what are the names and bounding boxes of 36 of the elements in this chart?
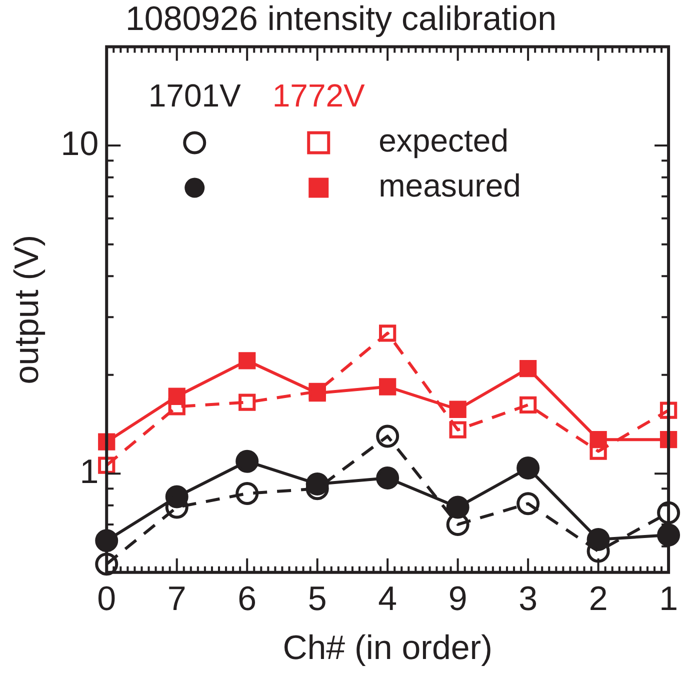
legend-label: measured bbox=[378, 168, 521, 204]
x-tick-label: 9 bbox=[448, 580, 468, 618]
x-axis-title: Ch# (in order) bbox=[282, 628, 492, 667]
x-tick-label: 0 bbox=[97, 580, 116, 618]
point bbox=[516, 492, 540, 516]
point bbox=[519, 396, 537, 414]
point bbox=[98, 456, 116, 474]
x-tick-label: 5 bbox=[308, 580, 327, 618]
point bbox=[376, 466, 400, 490]
x-tick-label: 6 bbox=[238, 580, 257, 618]
annotation: 1701V bbox=[148, 78, 242, 114]
point bbox=[516, 456, 540, 480]
x-tick-label: 1 bbox=[659, 580, 678, 618]
point bbox=[376, 424, 400, 448]
point bbox=[379, 378, 396, 396]
y-axis-title: output (V) bbox=[8, 234, 46, 384]
point bbox=[379, 324, 396, 342]
chart-title: 1080926 intensity calibration bbox=[126, 0, 556, 38]
point bbox=[449, 400, 466, 418]
legend-label: expected bbox=[378, 122, 508, 159]
point bbox=[449, 421, 466, 438]
x-tick-label: 3 bbox=[518, 580, 538, 618]
point bbox=[236, 450, 259, 473]
point bbox=[660, 402, 678, 419]
point bbox=[238, 352, 256, 370]
y-tick-label: 10 bbox=[60, 124, 99, 163]
point bbox=[238, 394, 256, 411]
point bbox=[95, 552, 118, 576]
point bbox=[236, 482, 259, 505]
x-tick-label: 7 bbox=[167, 580, 186, 618]
point bbox=[519, 360, 537, 378]
point bbox=[657, 501, 680, 524]
annotation: 1772V bbox=[272, 78, 366, 114]
x-tick-label: 4 bbox=[378, 580, 398, 618]
x-tick-label: 2 bbox=[588, 580, 608, 618]
point bbox=[590, 442, 607, 460]
